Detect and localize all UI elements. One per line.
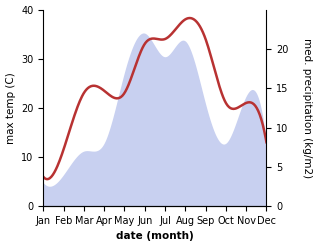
X-axis label: date (month): date (month) — [116, 231, 194, 242]
Y-axis label: med. precipitation (kg/m2): med. precipitation (kg/m2) — [302, 38, 313, 178]
Y-axis label: max temp (C): max temp (C) — [5, 72, 16, 144]
